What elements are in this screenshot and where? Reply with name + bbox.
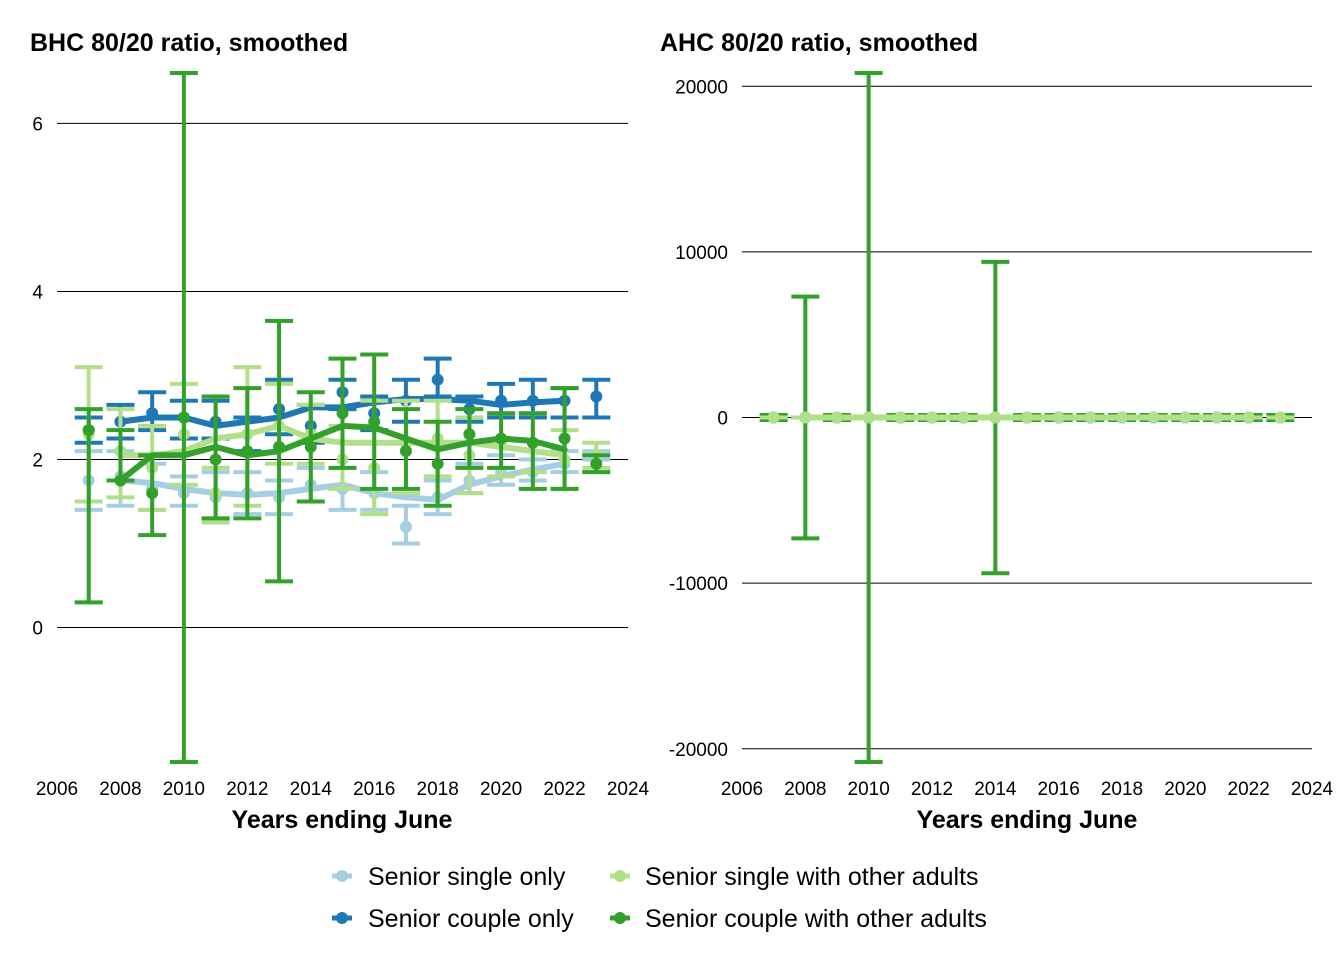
left-plot-marks (74, 71, 611, 764)
x-tick-label: 2010 (848, 779, 890, 800)
y-tick-label: -10000 (669, 574, 728, 595)
data-point (241, 445, 254, 458)
data-point (862, 411, 875, 424)
data-point (495, 432, 508, 445)
right-y-tick-labels: -20000 -10000 0 10000 20000 (669, 77, 728, 761)
right-plot-marks (759, 71, 1295, 764)
x-tick-label: 2016 (353, 779, 395, 800)
right-panel: AHC 80/20 ratio, smoothed -20000 -10000 0 1… (660, 29, 1334, 834)
data-point (1147, 411, 1160, 424)
y-tick-label: 20000 (675, 77, 728, 98)
data-point (146, 407, 159, 420)
x-tick-label: 2006 (721, 779, 763, 800)
data-point (1084, 411, 1097, 424)
legend-swatch-dot (614, 870, 626, 882)
data-point (590, 390, 603, 403)
right-x-tick-labels: 2006 2008 2010 2012 2014 2016 2018 2020 2022 2024 (721, 779, 1334, 800)
data-point (526, 436, 539, 449)
legend-label: Senior single only (368, 863, 566, 891)
left-panel-title: BHC 80/20 ratio, smoothed (30, 29, 348, 57)
data-point (1052, 411, 1065, 424)
y-tick-label: 10000 (675, 243, 728, 264)
data-point (146, 487, 159, 500)
y-tick-label: -20000 (669, 740, 728, 761)
right-x-axis-title: Years ending June (917, 806, 1138, 834)
data-point (1274, 411, 1287, 424)
data-point (114, 474, 127, 487)
y-tick-label: 0 (717, 409, 728, 430)
data-point (894, 411, 907, 424)
data-point (177, 411, 190, 424)
x-tick-label: 2016 (1038, 779, 1080, 800)
data-point (431, 457, 444, 470)
data-point (989, 411, 1002, 424)
data-point (767, 411, 780, 424)
data-point (558, 432, 571, 445)
left-x-tick-labels: 2006 2008 2010 2012 2014 2016 2018 2020 2022 2024 (36, 779, 650, 800)
x-tick-label: 2014 (974, 779, 1017, 800)
data-point (304, 440, 317, 453)
data-point (495, 394, 508, 407)
legend-swatch-dot (614, 912, 626, 924)
y-tick-label: 2 (32, 451, 43, 472)
x-tick-label: 2022 (543, 779, 585, 800)
data-point (957, 411, 970, 424)
x-tick-label: 2006 (36, 779, 78, 800)
x-tick-label: 2014 (290, 779, 333, 800)
x-tick-label: 2018 (417, 779, 459, 800)
legend-label: Senior couple only (368, 905, 574, 933)
legend-item-senior-couple-only: Senior couple only (332, 905, 574, 933)
series-group (759, 411, 1295, 424)
y-tick-label: 4 (32, 282, 43, 303)
x-tick-label: 2024 (1291, 779, 1334, 800)
data-point (590, 457, 603, 470)
right-panel-title: AHC 80/20 ratio, smoothed (660, 29, 978, 57)
x-tick-label: 2010 (163, 779, 205, 800)
legend-item-senior-single-with-other-adults: Senior single with other adults (610, 863, 979, 891)
x-tick-label: 2008 (784, 779, 826, 800)
data-point (431, 373, 444, 386)
legend-swatch-dot (336, 870, 348, 882)
data-point (799, 411, 812, 424)
legend-item-senior-single-only: Senior single only (332, 863, 566, 891)
data-point (1211, 411, 1223, 424)
data-point (82, 424, 95, 437)
x-tick-label: 2012 (911, 779, 953, 800)
data-point (209, 453, 222, 466)
data-point (336, 407, 349, 420)
data-point (1116, 411, 1128, 424)
x-tick-label: 2008 (99, 779, 141, 800)
x-tick-label: 2012 (226, 779, 268, 800)
data-point (368, 415, 381, 428)
x-tick-label: 2022 (1228, 779, 1270, 800)
data-point (926, 411, 938, 424)
data-point (1021, 411, 1033, 424)
data-point (526, 394, 539, 407)
legend: Senior single only Senior couple only Se… (332, 863, 987, 933)
left-x-axis-title: Years ending June (232, 806, 453, 834)
left-y-tick-labels: 0 2 4 6 (32, 114, 43, 639)
data-point (273, 440, 286, 453)
x-tick-label: 2018 (1101, 779, 1143, 800)
data-point (399, 445, 412, 458)
y-tick-label: 0 (32, 619, 43, 640)
legend-label: Senior couple with other adults (645, 905, 987, 933)
data-point (831, 411, 843, 424)
data-point (399, 520, 412, 533)
legend-swatch-dot (336, 912, 348, 924)
x-tick-label: 2020 (1164, 779, 1206, 800)
data-point (1242, 411, 1255, 424)
legend-item-senior-couple-with-other-adults: Senior couple with other adults (610, 905, 987, 933)
x-tick-label: 2024 (607, 779, 650, 800)
legend-label: Senior single with other adults (645, 863, 979, 891)
data-point (463, 428, 476, 441)
right-gridlines (742, 85, 1312, 750)
data-point (1179, 411, 1192, 424)
x-tick-label: 2020 (480, 779, 522, 800)
series-group (74, 71, 611, 764)
y-tick-label: 6 (32, 114, 43, 135)
